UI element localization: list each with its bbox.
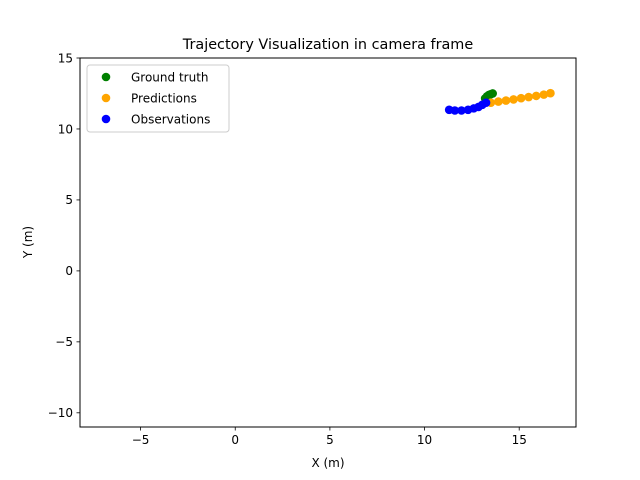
x-tick-label: 5 xyxy=(326,433,334,447)
x-tick-label: −5 xyxy=(132,433,150,447)
plot-frame xyxy=(79,57,577,428)
x-tick-label: 0 xyxy=(231,433,239,447)
predictions-point xyxy=(501,96,511,105)
ground-truth-point xyxy=(488,89,498,98)
predictions-point xyxy=(539,90,549,99)
y-tick-label: 5 xyxy=(65,193,73,207)
observations-point xyxy=(450,106,460,115)
predictions-point xyxy=(516,93,526,103)
legend-label-predictions: Predictions xyxy=(131,91,197,105)
legend: Ground truth Predictions Observations xyxy=(86,64,230,133)
predictions-point xyxy=(494,97,503,106)
y-tick-label: 0 xyxy=(65,264,73,278)
predictions-point xyxy=(546,88,555,98)
y-tick-label: 10 xyxy=(58,122,73,136)
x-axis-label: X (m) xyxy=(311,456,344,470)
chart-title: Trajectory Visualization in camera frame xyxy=(182,37,474,53)
y-tick-label: −10 xyxy=(48,406,73,420)
y-axis-label: Y (m) xyxy=(21,226,35,259)
series-observations xyxy=(444,98,491,115)
observations-point xyxy=(457,106,466,115)
predictions-point xyxy=(524,92,533,102)
legend-marker-observations xyxy=(101,114,111,124)
legend-label-ground-truth: Ground truth xyxy=(131,70,209,84)
legend-marker-ground-truth xyxy=(101,72,111,82)
axis-ticks: −5 0 5 10 15 −10 −5 0 5 10 15 xyxy=(48,51,527,447)
legend-marker-predictions xyxy=(101,93,111,103)
legend-box xyxy=(86,64,230,133)
x-tick-label: 10 xyxy=(417,433,432,447)
y-tick-label: −5 xyxy=(55,335,73,349)
observations-point xyxy=(481,98,491,108)
legend-label-observations: Observations xyxy=(131,112,210,126)
data-points xyxy=(444,88,555,115)
y-tick-label: 15 xyxy=(58,51,73,65)
x-tick-label: 15 xyxy=(512,433,527,447)
predictions-point xyxy=(509,95,518,104)
predictions-point xyxy=(531,91,541,101)
